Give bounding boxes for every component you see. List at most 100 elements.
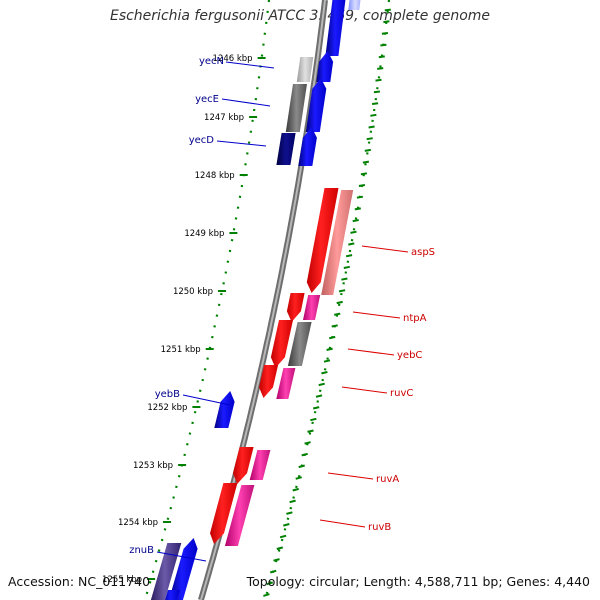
minor-tick xyxy=(358,184,366,187)
minor-tick xyxy=(350,230,357,234)
minor-tick xyxy=(375,78,382,82)
gene-label-ruvA[interactable]: ruvA xyxy=(376,474,399,485)
gene-leader-line xyxy=(225,61,275,69)
minor-tick xyxy=(298,464,305,469)
minor-tick xyxy=(307,429,314,433)
minor-tick xyxy=(341,277,348,281)
minor-tick xyxy=(263,593,270,597)
minor-tick xyxy=(326,347,333,351)
gene-label-yecN[interactable]: yecN xyxy=(199,56,224,67)
gene-label-ntpA[interactable]: ntpA xyxy=(403,313,427,324)
gene-block-yecE xyxy=(305,78,327,132)
minor-tick xyxy=(371,102,379,105)
gene-label-aspS[interactable]: aspS xyxy=(411,247,435,258)
minor-tick xyxy=(380,43,387,47)
minor-tick xyxy=(292,487,299,492)
minor-tick xyxy=(364,148,371,152)
minor-tick xyxy=(310,417,317,422)
minor-tick xyxy=(368,125,375,129)
gene-label-ruvC[interactable]: ruvC xyxy=(390,388,413,399)
gene-block-ruvA xyxy=(233,447,254,484)
minor-tick xyxy=(269,569,277,574)
map-title: Escherichia fergusonii ATCC 35469, compl… xyxy=(109,8,491,24)
gene-block-ruvC xyxy=(259,365,279,398)
gene-label-znuB[interactable]: znuB xyxy=(129,545,154,556)
minor-tick xyxy=(323,359,331,363)
gene-block-yebB xyxy=(214,391,235,428)
minor-tick xyxy=(356,195,364,199)
gene-leader-line xyxy=(341,386,388,394)
tick-label: 1251 kbp xyxy=(161,345,201,355)
minor-tick xyxy=(289,499,296,504)
gene-block-top-forward xyxy=(325,0,346,56)
minor-tick xyxy=(318,382,325,387)
cds-block-yecD xyxy=(276,133,296,165)
gene-block-yecD xyxy=(298,127,317,166)
gene-block-top-cds xyxy=(348,0,361,10)
minor-tick xyxy=(328,335,336,340)
minor-tick xyxy=(295,476,302,480)
gene-block-yecN xyxy=(316,51,334,82)
outer-dotted-ring xyxy=(263,0,391,600)
cds-block-ruvA xyxy=(249,450,271,480)
cds-block-yebC xyxy=(287,322,312,366)
gene-leader-line xyxy=(221,98,271,107)
cds-block-ruvC xyxy=(276,368,296,399)
tick-label: 1250 kbp xyxy=(173,287,213,297)
gene-label-yecD[interactable]: yecD xyxy=(189,135,215,146)
minor-tick xyxy=(345,254,353,258)
gene-block-ruvB xyxy=(210,483,238,544)
gene-block-yebC xyxy=(270,320,293,368)
gene-leader-line xyxy=(361,245,409,253)
gene-label-ruvB[interactable]: ruvB xyxy=(368,522,391,533)
minor-tick xyxy=(273,558,280,562)
minor-tick xyxy=(334,312,341,316)
gene-leader-line xyxy=(319,519,366,528)
minor-tick xyxy=(283,523,290,527)
gene-label-yebB[interactable]: yebB xyxy=(155,389,180,400)
minor-tick xyxy=(373,90,381,94)
gene-label-yebC[interactable]: yebC xyxy=(397,350,422,361)
minor-tick xyxy=(378,55,385,59)
tick-label: 1249 kbp xyxy=(184,229,224,239)
dotted-ring-path xyxy=(263,0,391,600)
minor-tick xyxy=(377,67,384,70)
minor-tick xyxy=(383,20,390,24)
gene-leader-line xyxy=(216,140,267,147)
gene-labels: yecN yecE yecD aspS ntpA yebC ruvC yebB ruvA ruvB… xyxy=(129,56,435,562)
minor-tick xyxy=(321,371,328,375)
tick-label: 1248 kbp xyxy=(195,171,235,181)
minor-tick xyxy=(279,534,287,539)
minor-tick xyxy=(354,207,361,211)
dotted-ring-path xyxy=(143,0,271,600)
minor-tick xyxy=(331,324,338,328)
cds-block-znuB xyxy=(150,543,182,600)
minor-tick xyxy=(343,265,350,269)
inner-dotted-ring xyxy=(143,0,271,600)
minor-tick xyxy=(384,8,391,12)
tick-label: 1255 kbp xyxy=(102,575,142,585)
minor-tick xyxy=(352,219,359,223)
gene-leader-line xyxy=(182,394,231,406)
minor-tick xyxy=(276,546,284,550)
gene-label-yecE[interactable]: yecE xyxy=(195,94,219,105)
gene-leader-line xyxy=(327,472,374,480)
gene-block-znuB-next xyxy=(164,590,180,600)
minor-tick xyxy=(286,511,293,515)
minor-tick xyxy=(338,289,346,293)
cds-block-ntpA xyxy=(303,295,321,320)
gene-leader-line xyxy=(156,551,207,562)
cds-block-yecN xyxy=(296,57,314,82)
cds-block-ruvB xyxy=(224,485,255,546)
cds-block-yecE xyxy=(285,84,307,132)
gene-block-ntpA xyxy=(286,293,305,322)
tick-label: 1254 kbp xyxy=(118,518,158,528)
feature-tracks xyxy=(150,0,361,600)
tick-label: 1246 kbp xyxy=(213,54,253,64)
tick-label: 1252 kbp xyxy=(147,403,187,413)
minor-tick xyxy=(370,113,377,117)
minor-tick xyxy=(381,32,389,35)
minor-tick xyxy=(301,452,308,457)
